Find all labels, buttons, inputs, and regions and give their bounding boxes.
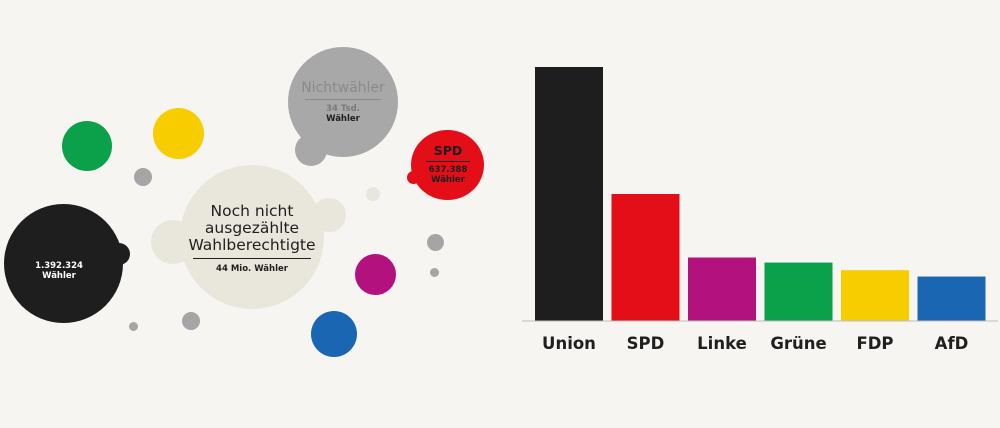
- category-label-linke: Linke: [697, 334, 747, 353]
- nichtwaehler-unit: Wähler: [326, 114, 360, 124]
- noch-nicht-rule: [193, 258, 311, 259]
- bars-group: [535, 67, 986, 321]
- tiny-grey-bubble-left: [129, 322, 138, 331]
- spd-bubble-unit: Wähler: [431, 175, 465, 185]
- category-label-afd: AfD: [935, 334, 969, 353]
- spd-label: SPD 637.388 Wähler: [417, 143, 479, 185]
- bar-linke: [688, 257, 756, 321]
- party-bar-chart: Union SPD Linke Grüne FDP AfD: [522, 67, 998, 353]
- ausgezaehlt-unit: Wähler: [42, 271, 76, 281]
- bar-afd: [917, 276, 986, 321]
- grey-bubble-right: [427, 234, 444, 251]
- nichtwaehler-label: Nichtwähler 34 Tsd. Wähler: [300, 80, 386, 124]
- green-bubble: [62, 121, 112, 171]
- category-label-spd: SPD: [627, 334, 665, 353]
- noch-nicht-title-line-2: ausgezählte: [204, 219, 300, 237]
- category-label-fdp: FDP: [856, 334, 893, 353]
- spd-bubble: [411, 130, 484, 200]
- nichtwaehler-rule: [305, 99, 381, 100]
- bar-spd: [611, 194, 680, 321]
- noch-nicht-title-line-3: Wahlberechtigte: [188, 236, 316, 254]
- category-label-grne: Grüne: [770, 334, 826, 353]
- yellow-bubble: [153, 108, 204, 159]
- category-label-union: Union: [542, 334, 596, 353]
- noch-nicht-title-line-1: Noch nicht: [210, 202, 294, 220]
- spd-rule: [426, 161, 470, 162]
- bar-grne: [764, 262, 833, 321]
- blue-bubble: [311, 311, 357, 357]
- nichtwaehler-title: Nichtwähler: [301, 80, 385, 96]
- spd-bubble-title: SPD: [433, 143, 463, 158]
- small-grey-bubble: [134, 168, 152, 186]
- category-labels-group: Union SPD Linke Grüne FDP AfD: [542, 334, 968, 353]
- ausgezaehlt-bubble: [4, 204, 123, 323]
- noch-nicht-value: 44 Mio. Wähler: [216, 264, 288, 274]
- nichtwaehler-bubble: [288, 47, 398, 157]
- bar-union: [535, 67, 603, 321]
- ausgezaehlt-value: 1.392.324: [35, 261, 83, 271]
- purple-bubble: [355, 254, 396, 295]
- spd-bubble-value: 637.388: [428, 165, 468, 175]
- noch-nicht-label: Noch nicht ausgezählte Wahlberechtigte 4…: [187, 202, 317, 275]
- grey-bubble-bottom: [182, 312, 200, 330]
- ausgezaehlt-label: 1.392.324 Wähler: [14, 261, 104, 281]
- noch-nicht-bubble: [180, 165, 324, 309]
- tiny-grey-bubble-right: [430, 268, 439, 277]
- bar-fdp: [841, 270, 909, 321]
- tiny-beige-bubble: [366, 187, 380, 201]
- nichtwaehler-value: 34 Tsd.: [326, 104, 360, 114]
